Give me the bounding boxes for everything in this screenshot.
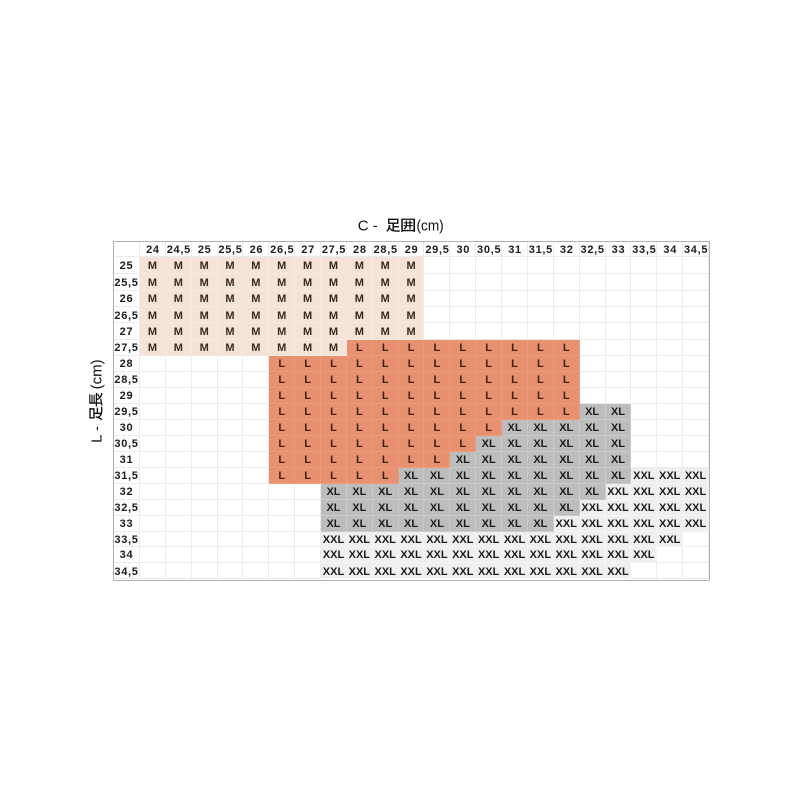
svg-text:(cm): (cm) xyxy=(88,359,105,389)
svg-text:(cm): (cm) xyxy=(417,218,444,235)
svg-text:L -: L - xyxy=(88,426,105,443)
svg-text:C -: C - xyxy=(358,218,378,235)
